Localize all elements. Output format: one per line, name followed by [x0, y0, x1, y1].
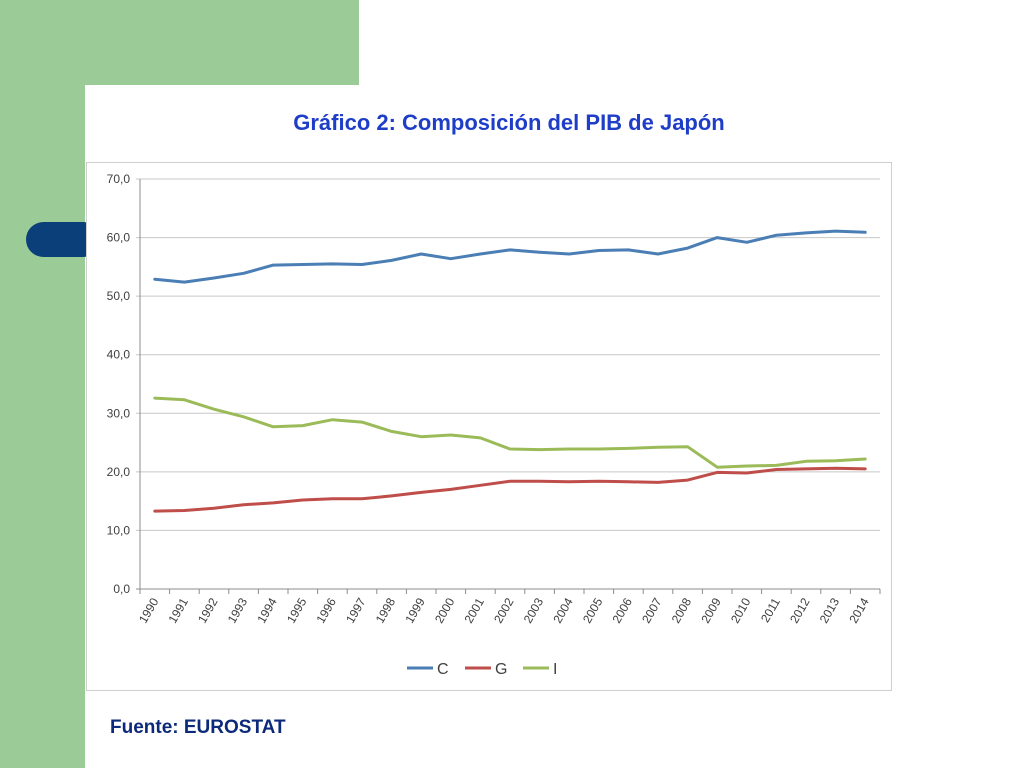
y-tick-label: 70,0	[107, 172, 131, 186]
x-tick-label: 1990	[136, 595, 162, 625]
slide-title: Gráfico 2: Composición del PIB de Japón	[293, 110, 725, 135]
y-tick-label: 20,0	[107, 465, 131, 479]
y-tick-label: 10,0	[107, 523, 131, 537]
x-tick-label: 2004	[550, 595, 576, 625]
x-tick-label: 2009	[698, 595, 724, 625]
x-tick-label: 2010	[728, 595, 754, 625]
x-tick-label: 2002	[491, 595, 517, 625]
y-tick-label: 40,0	[107, 348, 131, 362]
x-tick-label: 2003	[521, 595, 547, 625]
x-tick-label: 1993	[225, 595, 251, 625]
x-tick-label: 2001	[462, 595, 488, 625]
slide-title-container: Gráfico 2: Composición del PIB de Japón	[0, 110, 1024, 136]
x-tick-label: 1997	[343, 595, 369, 625]
x-tick-label: 2011	[758, 595, 783, 625]
y-tick-label: 60,0	[107, 231, 131, 245]
legend-label-I: I	[553, 661, 557, 678]
x-tick-label: 2006	[610, 595, 636, 625]
x-tick-label: 2008	[669, 595, 695, 625]
legend-label-C: C	[437, 661, 449, 678]
x-tick-label: 2007	[639, 595, 665, 625]
x-tick-label: 2014	[846, 595, 872, 625]
decorative-green-top-block	[85, 0, 359, 85]
y-tick-label: 30,0	[107, 406, 131, 420]
x-tick-label: 1998	[373, 595, 399, 625]
x-tick-label: 1999	[402, 595, 428, 625]
x-tick-label: 2013	[817, 595, 843, 625]
y-tick-label: 50,0	[107, 289, 131, 303]
x-tick-label: 1994	[254, 595, 280, 625]
x-tick-label: 1991	[166, 595, 192, 625]
y-tick-label: 0,0	[113, 582, 130, 596]
x-tick-label: 2000	[432, 595, 458, 625]
series-line-G	[153, 466, 867, 513]
chart-frame: 0,0 10,0 20,0 30,0 40,0 50,0 60,0 70,0 1990 1991 1…	[86, 162, 892, 691]
x-tick-label: 1992	[195, 595, 221, 625]
x-tick-label: 1995	[284, 595, 310, 625]
x-tick-label: 2012	[787, 595, 813, 625]
series-line-C	[153, 229, 867, 284]
series-line-I	[153, 396, 867, 469]
x-tick-label: 2005	[580, 595, 606, 625]
source-note: Fuente: EUROSTAT	[110, 717, 286, 738]
x-tick-label: 1996	[314, 595, 340, 625]
legend-label-G: G	[495, 661, 507, 678]
decorative-green-band	[0, 0, 85, 768]
